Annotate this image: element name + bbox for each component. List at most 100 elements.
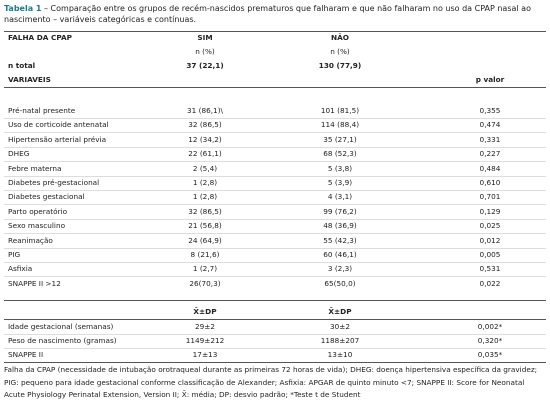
nao-value: 4 (3,1) — [327, 192, 353, 202]
sim-value: 29±2 — [194, 322, 216, 331]
p-value: 0,129 — [479, 206, 501, 216]
sim-value: 22 (61,1) — [188, 149, 222, 159]
sim-value: 21 (56,8) — [188, 221, 222, 231]
rule — [4, 31, 546, 32]
nao-value: 5 (3,8) — [327, 163, 353, 173]
rule — [4, 334, 546, 335]
sim-value: 31 (86,1)\ — [186, 106, 224, 115]
rule — [4, 132, 546, 134]
rule — [4, 190, 546, 191]
nao-value: 13±10 — [327, 350, 353, 359]
row-label: Peso de nascimento (gramas) — [8, 336, 117, 345]
row-label: SNAPPE II >12 — [8, 278, 61, 288]
stat-header: X̄±DP — [328, 307, 352, 316]
row-label: Diabetes gestacional — [8, 192, 85, 202]
nao-value: 35 (27,1) — [323, 134, 357, 144]
unit: n (%) — [195, 47, 215, 56]
sim-value: 1 (2,8) — [192, 178, 218, 187]
rule — [4, 300, 546, 301]
nao-value: 1188±207 — [320, 336, 360, 345]
rule — [4, 87, 546, 88]
p-value: 0,035* — [477, 350, 503, 359]
caption-label: Tabela 1 — [4, 4, 42, 13]
row-label: Reanimação — [8, 235, 53, 245]
header-nao: NÃO — [331, 33, 349, 42]
rule — [4, 118, 546, 119]
rule — [4, 146, 546, 148]
p-value: 0,474 — [479, 120, 501, 130]
p-value: 0,002* — [477, 322, 503, 331]
nao-value: 5 (3,9) — [327, 178, 353, 187]
p-value: 0,025 — [479, 221, 501, 231]
p-value: 0,320* — [477, 336, 503, 345]
rule — [4, 218, 546, 220]
rule — [4, 262, 546, 263]
row-label: Febre materna — [8, 163, 62, 173]
p-value: 0,531 — [479, 264, 501, 274]
nao-value: 60 (46,1) — [323, 250, 357, 259]
row-label: Sexo masculino — [8, 221, 66, 231]
nao-value: 55 (42,3) — [323, 235, 357, 245]
stat-header: X̄±DP — [193, 307, 217, 316]
rule — [4, 161, 546, 163]
rule — [4, 233, 546, 235]
row-label: Pré-natal presente — [8, 106, 76, 115]
sim-value: 32 (86,5) — [188, 206, 222, 216]
row-label: Idade gestacional (semanas) — [8, 322, 114, 331]
p-value: 0,484 — [479, 163, 501, 173]
sim-value: 12 (34,2) — [188, 134, 222, 144]
row-label: Uso de corticoide antenatal — [8, 120, 109, 130]
nao-value: 114 (88,4) — [320, 120, 360, 130]
row-label: Hipertensão arterial prévia — [8, 134, 107, 144]
rule — [4, 276, 546, 278]
sim-value: 26(70,3) — [189, 278, 221, 288]
row-label: SNAPPE II — [8, 350, 44, 359]
p-value: 0,227 — [479, 149, 501, 159]
sim-value: 8 (21,6) — [190, 250, 220, 259]
p-value: 0,331 — [479, 134, 501, 144]
row-label: Diabetes pré-gestacional — [8, 178, 100, 187]
sim-value: 24 (64,9) — [188, 235, 222, 245]
p-value: 0,012 — [479, 235, 501, 245]
total-label: n total — [8, 61, 36, 70]
sim-value: 1 (2,7) — [192, 264, 218, 274]
rule — [4, 175, 546, 177]
row-label: Parto operatório — [8, 206, 68, 216]
nao-value: 48 (36,9) — [323, 221, 357, 231]
sim-value: 1 (2,8) — [192, 192, 218, 202]
total-nao: 130 (77,9) — [318, 61, 362, 70]
footnote: Falha da CPAP (necessidade de intubação … — [4, 365, 538, 399]
rule — [4, 348, 546, 349]
nao-value: 99 (76,2) — [323, 206, 357, 216]
rule — [4, 362, 546, 363]
sim-value: 1149±212 — [185, 336, 225, 345]
caption: Tabela 1 – Comparação entre os grupos de… — [4, 3, 544, 25]
rule — [4, 247, 546, 249]
p-value: 0,355 — [479, 106, 501, 115]
rule — [4, 319, 546, 320]
p-value: 0,701 — [479, 192, 501, 202]
p-value: 0,022 — [479, 278, 501, 288]
row-label: Asfixia — [8, 264, 33, 274]
nao-value: 101 (81,5) — [320, 106, 360, 115]
total-sim: 37 (22,1) — [186, 61, 224, 70]
row-label: DHEG — [8, 149, 30, 159]
header-sim: SIM — [197, 33, 213, 42]
nao-value: 30±2 — [329, 322, 351, 331]
caption-text: – Comparação entre os grupos de recém-na… — [4, 4, 531, 24]
unit: n (%) — [330, 47, 350, 56]
sim-value: 32 (86,5) — [188, 120, 222, 130]
p-value: 0,005 — [479, 250, 501, 259]
sim-value: 17±13 — [192, 350, 218, 359]
nao-value: 65(50,0) — [324, 278, 356, 288]
header-label: FALHA DA CPAP — [8, 33, 73, 42]
p-header: p valor — [475, 75, 505, 84]
p-value: 0,610 — [479, 178, 501, 187]
nao-value: 3 (2,3) — [327, 264, 353, 274]
sim-value: 2 (5,4) — [192, 163, 218, 173]
nao-value: 68 (52,3) — [323, 149, 357, 159]
row-label: PIG — [8, 250, 21, 259]
rule — [4, 204, 546, 206]
variables-label: VARIAVEIS — [8, 75, 51, 84]
